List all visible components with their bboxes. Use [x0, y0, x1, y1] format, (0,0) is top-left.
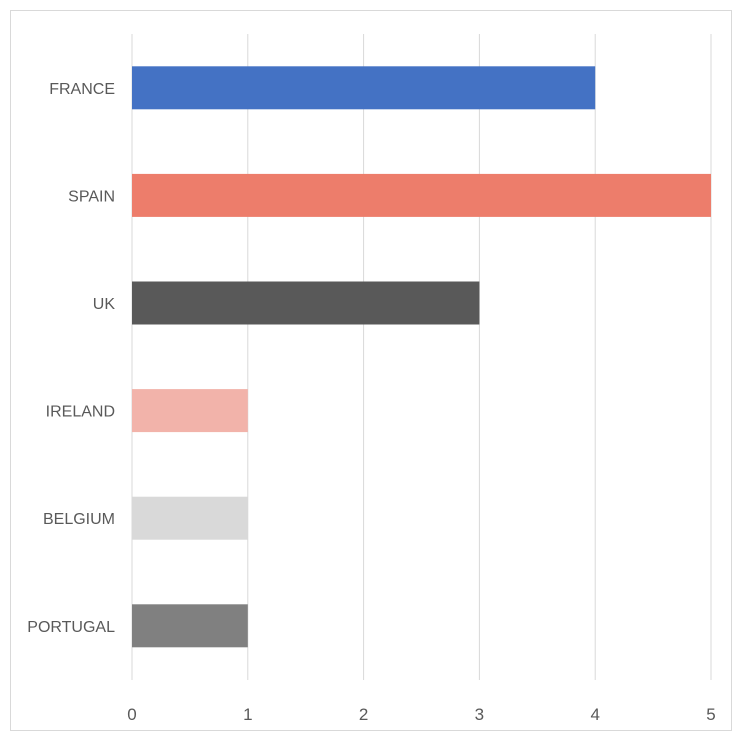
gridlines [131, 34, 712, 680]
bars [132, 66, 711, 648]
bar-spain [132, 173, 711, 217]
x-tick-label: 5 [706, 705, 715, 724]
chart-area [10, 10, 732, 731]
bar-france [132, 66, 596, 110]
bar-portugal [132, 604, 248, 648]
category-label-portugal: PORTUGAL [27, 619, 115, 636]
x-tick-label: 3 [475, 705, 484, 724]
bar-ireland [132, 389, 248, 433]
x-tick-labels: 0 1 2 3 4 5 [127, 705, 715, 724]
category-labels: FRANCE SPAIN UK IRELAND BELGIUM PORTUGAL [27, 81, 115, 636]
bar-belgium [132, 496, 248, 540]
x-tick-label: 4 [590, 705, 599, 724]
x-tick-label: 1 [243, 705, 252, 724]
x-tick-label: 2 [359, 705, 368, 724]
category-label-belgium: BELGIUM [43, 511, 115, 528]
category-label-spain: SPAIN [68, 188, 115, 205]
category-label-uk: UK [93, 296, 116, 313]
category-label-france: FRANCE [49, 81, 115, 98]
category-label-ireland: IRELAND [46, 404, 115, 421]
x-tick-label: 0 [127, 705, 136, 724]
bar-uk [132, 281, 480, 325]
